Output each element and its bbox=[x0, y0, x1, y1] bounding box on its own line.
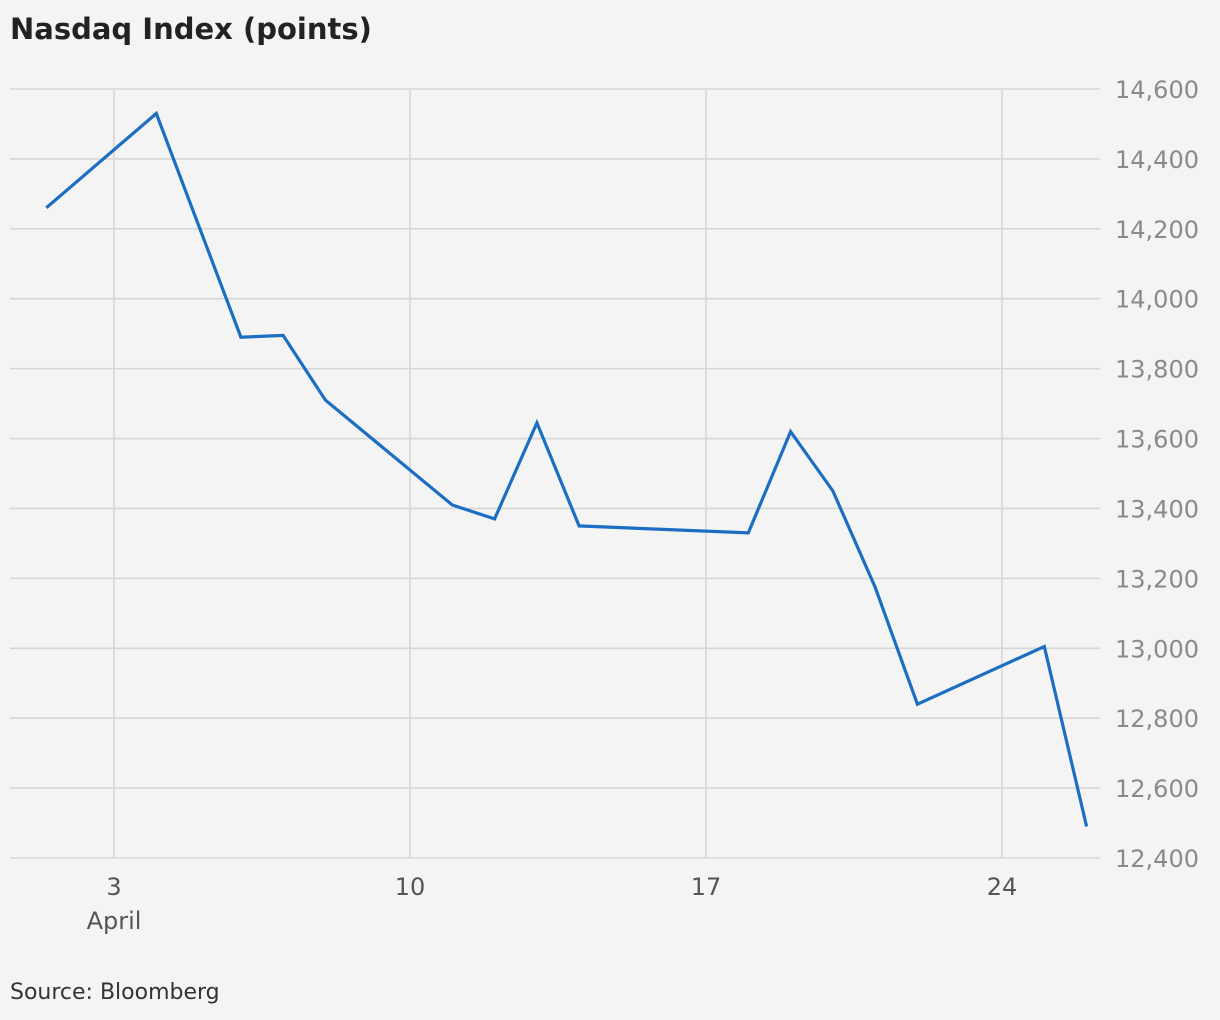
data-points bbox=[46, 113, 1087, 827]
nasdaq-series-line bbox=[45, 110, 1089, 827]
y-tick-label: 12,800 bbox=[1115, 705, 1199, 733]
source-note: Source: Bloomberg bbox=[10, 980, 220, 1005]
y-tick-label: 13,200 bbox=[1115, 565, 1199, 593]
y-tick-label: 13,400 bbox=[1115, 495, 1199, 523]
x-tick-label: 3 bbox=[106, 873, 121, 901]
x-tick-label: 17 bbox=[691, 873, 722, 901]
y-axis-tick-labels: 12,400 12,600 12,800 13,000 13,200 13,400 13,6… bbox=[1115, 76, 1199, 873]
y-tick-label: 14,400 bbox=[1115, 146, 1199, 174]
y-gridlines bbox=[10, 88, 1100, 859]
x-axis-tick-labels: 3 April 10 17 24 bbox=[87, 873, 1018, 935]
y-tick-label: 14,200 bbox=[1115, 216, 1199, 244]
y-tick-label: 12,400 bbox=[1115, 845, 1199, 873]
y-tick-label: 13,600 bbox=[1115, 426, 1199, 454]
y-tick-label: 14,600 bbox=[1115, 76, 1199, 104]
y-tick-label: 13,000 bbox=[1115, 635, 1199, 663]
x-gridlines bbox=[113, 89, 1003, 858]
x-tick-label: 24 bbox=[987, 873, 1018, 901]
y-tick-label: 14,000 bbox=[1115, 286, 1199, 314]
y-tick-label: 13,800 bbox=[1115, 356, 1199, 384]
x-tick-label: 10 bbox=[395, 873, 426, 901]
chart-title: Nasdaq Index (points) bbox=[10, 12, 372, 46]
x-tick-sublabel: April bbox=[87, 907, 142, 935]
y-tick-label: 12,600 bbox=[1115, 775, 1199, 803]
